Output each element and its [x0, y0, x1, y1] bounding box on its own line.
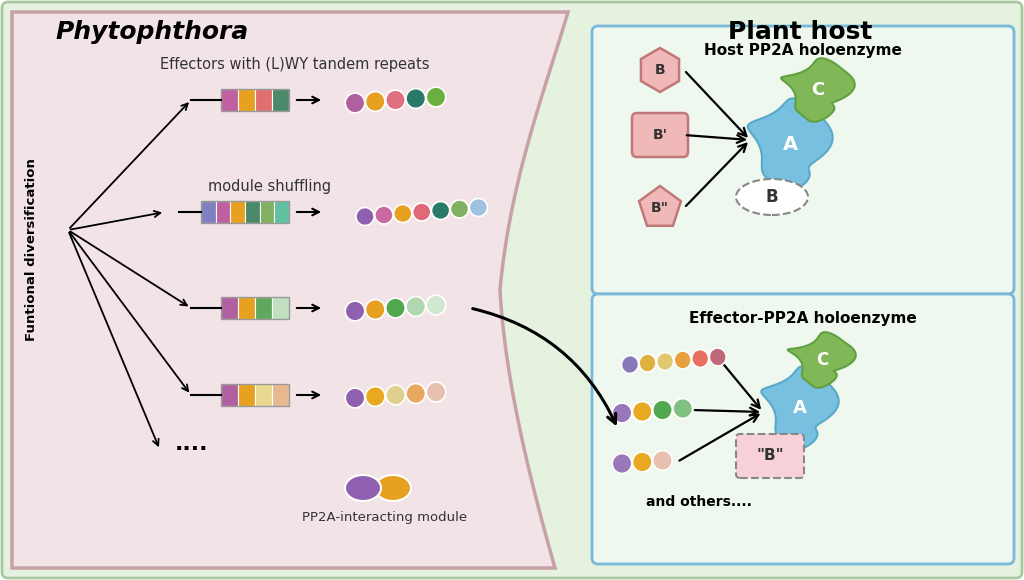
Text: C: C — [811, 81, 824, 99]
Ellipse shape — [345, 93, 365, 113]
Polygon shape — [639, 186, 681, 226]
Bar — [272, 384, 289, 406]
Polygon shape — [787, 332, 856, 388]
Ellipse shape — [692, 350, 709, 368]
Ellipse shape — [673, 398, 692, 418]
Bar — [221, 89, 238, 111]
Ellipse shape — [633, 401, 652, 422]
Bar — [201, 201, 289, 223]
Polygon shape — [761, 367, 839, 450]
Ellipse shape — [406, 296, 426, 317]
Bar — [221, 297, 238, 319]
Ellipse shape — [674, 351, 691, 369]
Bar — [260, 201, 274, 223]
Ellipse shape — [431, 201, 450, 219]
Bar — [230, 201, 245, 223]
Ellipse shape — [366, 92, 385, 111]
Bar — [238, 384, 255, 406]
Ellipse shape — [469, 198, 487, 216]
Ellipse shape — [366, 387, 385, 407]
Text: "B": "B" — [756, 448, 783, 463]
Ellipse shape — [386, 90, 406, 110]
Bar — [274, 201, 289, 223]
Ellipse shape — [426, 87, 445, 107]
Ellipse shape — [345, 388, 365, 408]
Bar — [201, 201, 216, 223]
Ellipse shape — [406, 383, 426, 404]
Text: B": B" — [651, 201, 669, 215]
Ellipse shape — [375, 475, 411, 501]
Ellipse shape — [413, 203, 431, 221]
Text: A: A — [793, 399, 807, 417]
Bar — [216, 201, 230, 223]
Ellipse shape — [345, 475, 381, 501]
FancyBboxPatch shape — [736, 434, 804, 478]
Text: Phytophthora: Phytophthora — [55, 20, 248, 44]
Ellipse shape — [386, 385, 406, 405]
Polygon shape — [641, 48, 679, 92]
Bar — [221, 384, 238, 406]
Ellipse shape — [393, 205, 412, 223]
Ellipse shape — [426, 382, 445, 402]
Text: Funtional diversification: Funtional diversification — [26, 158, 39, 342]
Text: Effectors with (L)WY tandem repeats: Effectors with (L)WY tandem repeats — [160, 56, 430, 71]
Text: B: B — [654, 63, 666, 77]
Polygon shape — [748, 99, 833, 191]
Ellipse shape — [345, 301, 365, 321]
Ellipse shape — [622, 356, 639, 374]
Ellipse shape — [652, 451, 672, 470]
Ellipse shape — [451, 200, 469, 218]
Text: C: C — [816, 351, 828, 369]
FancyBboxPatch shape — [592, 294, 1014, 564]
Ellipse shape — [406, 89, 426, 108]
Ellipse shape — [736, 179, 808, 215]
Ellipse shape — [375, 206, 393, 224]
Ellipse shape — [612, 454, 632, 473]
Text: Effector-PP2A holoenzyme: Effector-PP2A holoenzyme — [689, 310, 916, 325]
Bar — [255, 297, 272, 319]
Text: B': B' — [652, 128, 668, 142]
Ellipse shape — [426, 295, 445, 315]
Ellipse shape — [356, 208, 374, 226]
Ellipse shape — [386, 298, 406, 318]
Bar — [255, 89, 272, 111]
Text: and others....: and others.... — [646, 495, 752, 509]
Ellipse shape — [612, 403, 632, 423]
Bar — [221, 89, 289, 111]
Bar — [245, 201, 260, 223]
FancyBboxPatch shape — [632, 113, 688, 157]
Bar — [221, 384, 289, 406]
Ellipse shape — [633, 452, 652, 472]
Bar — [272, 89, 289, 111]
Polygon shape — [781, 58, 855, 122]
Text: B: B — [766, 188, 778, 206]
Text: Host PP2A holoenzyme: Host PP2A holoenzyme — [705, 42, 902, 57]
Bar — [221, 297, 289, 319]
Ellipse shape — [639, 354, 656, 372]
Text: ....: .... — [175, 434, 209, 454]
Text: module shuffling: module shuffling — [209, 179, 332, 194]
Text: A: A — [782, 136, 798, 154]
Polygon shape — [12, 12, 568, 568]
Ellipse shape — [710, 348, 726, 366]
FancyBboxPatch shape — [592, 26, 1014, 294]
Bar — [238, 297, 255, 319]
Text: Plant host: Plant host — [728, 20, 872, 44]
Bar — [238, 89, 255, 111]
Ellipse shape — [366, 300, 385, 320]
Text: PP2A-interacting module: PP2A-interacting module — [302, 512, 468, 524]
Ellipse shape — [652, 400, 672, 420]
Ellipse shape — [656, 353, 674, 371]
Bar — [272, 297, 289, 319]
Bar — [255, 384, 272, 406]
